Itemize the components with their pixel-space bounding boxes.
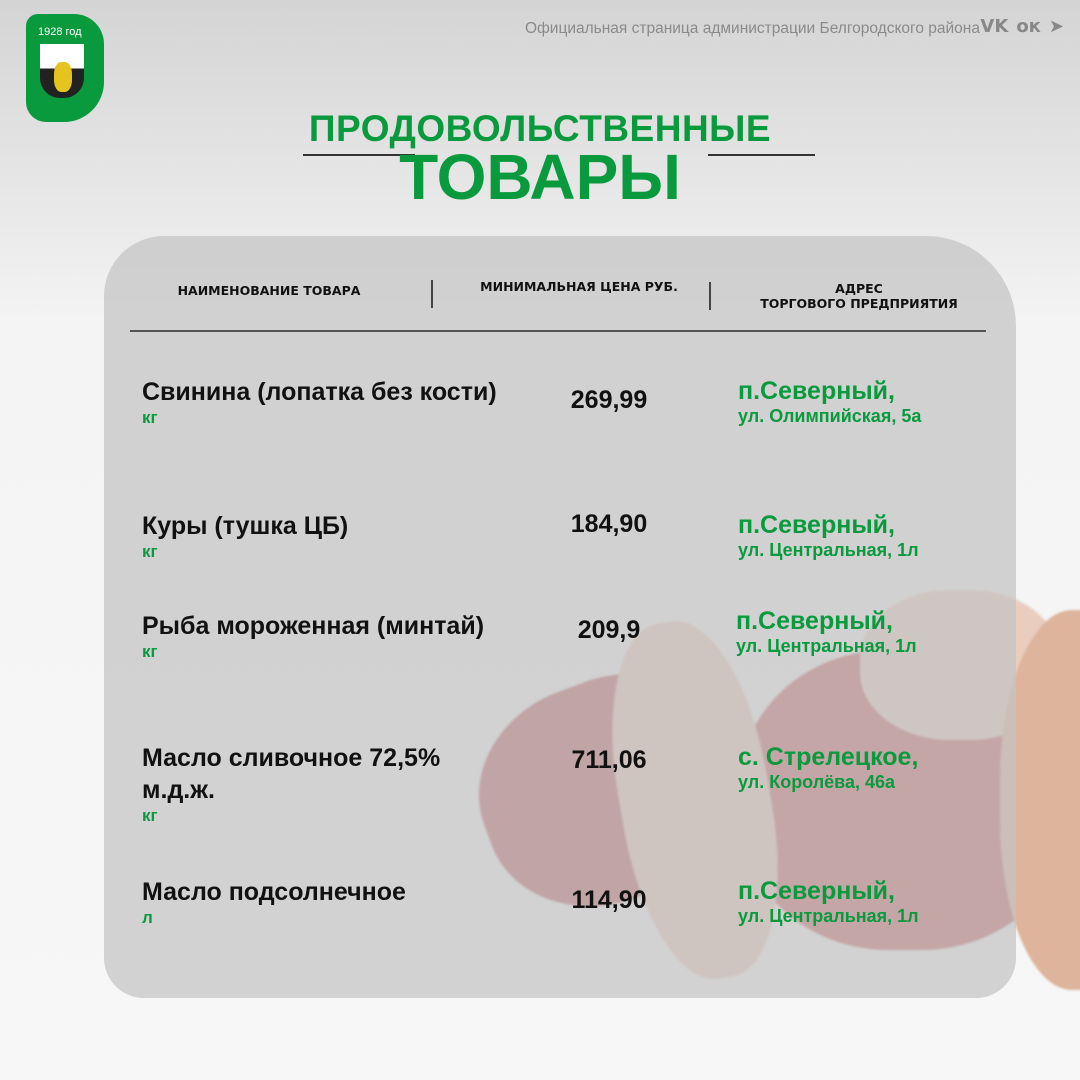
address-header-line-2: ТОРГОВОГО ПРЕДПРИЯТИЯ	[760, 296, 958, 311]
store-address: п.Северный, ул. Олимпийская, 5а	[738, 377, 922, 426]
column-separator	[709, 282, 711, 310]
title-divider-left	[303, 154, 415, 156]
column-separator	[431, 280, 433, 308]
odnoklassniki-icon[interactable]: ок	[1016, 16, 1041, 37]
product-name: Масло сливочное 72,5% м.д.ж. кг	[142, 742, 502, 826]
product-unit: кг	[142, 542, 158, 561]
product-unit: л	[142, 908, 153, 927]
column-header-address: АДРЕС ТОРГОВОГО ПРЕДПРИЯТИЯ	[724, 248, 994, 344]
vk-icon[interactable]: VK	[980, 16, 1009, 37]
store-address: с. Стрелецкое, ул. Королёва, 46а	[738, 743, 919, 792]
district-logo: 1928 год	[26, 14, 104, 122]
title-divider-right	[708, 154, 815, 156]
coat-of-arms-icon	[40, 44, 84, 98]
product-price: 184,90	[570, 510, 648, 538]
column-header-price: МИНИМАЛЬНАЯ ЦЕНА РУБ.	[480, 278, 678, 294]
telegram-icon[interactable]: ➤	[1048, 16, 1064, 37]
store-address: п.Северный, ул. Центральная, 1л	[736, 607, 917, 656]
product-unit: кг	[142, 806, 158, 825]
product-price: 209,9	[577, 616, 641, 644]
product-unit: кг	[142, 642, 158, 661]
store-address: п.Северный, ул. Центральная, 1л	[738, 511, 919, 560]
org-caption: Официальная страница администрации Белго…	[525, 20, 980, 37]
product-price: 114,90	[571, 886, 647, 914]
title-line-2: ТОВАРЫ	[399, 141, 681, 213]
product-name: Свинина (лопатка без кости) кг	[142, 376, 502, 428]
product-unit: кг	[142, 408, 158, 427]
product-name: Рыба мороженная (минтай) кг	[142, 610, 502, 662]
price-table: НАИМЕНОВАНИЕ ТОВАРА МИНИМАЛЬНАЯ ЦЕНА РУБ…	[104, 236, 1016, 998]
product-price: 269,99	[570, 386, 648, 414]
social-links: VK ок ➤	[980, 16, 1064, 37]
address-header-line-1: АДРЕС	[835, 281, 883, 296]
store-address: п.Северный, ул. Центральная, 1л	[738, 877, 919, 926]
title-line-1: ПРОДОВОЛЬСТВЕННЫЕ	[308, 108, 772, 149]
header-divider	[130, 330, 986, 332]
product-name: Масло подсолнечное л	[142, 876, 522, 928]
product-price: 711,06	[571, 746, 647, 774]
logo-year: 1928 год	[38, 26, 82, 38]
product-name: Куры (тушка ЦБ) кг	[142, 510, 502, 562]
column-header-name: НАИМЕНОВАНИЕ ТОВАРА	[177, 282, 361, 298]
